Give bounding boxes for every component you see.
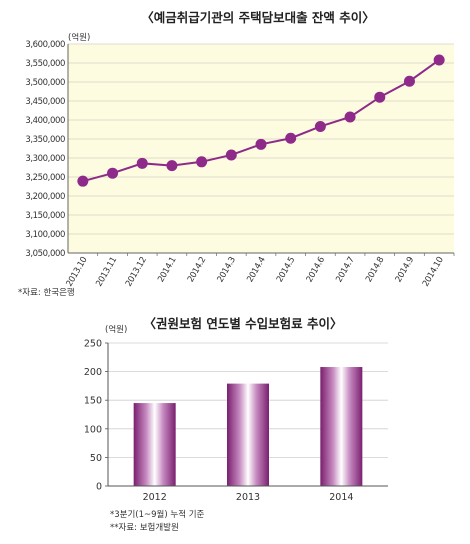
line-gridlines [68,43,454,254]
line-point [403,75,415,87]
line-chart: 〈예금취급기관의 주택담보대출 잔액 추이〉 (억원) 3,600,000 3,5… [18,10,455,298]
line-chart-title: 〈예금취급기관의 주택담보대출 잔액 추이〉 [141,10,375,25]
bar [227,383,269,486]
line-point [166,160,178,172]
line-point [225,149,237,161]
line-x-tick-label: 2014.3 [216,255,238,284]
line-x-axis: 2013.10 2013.11 2013.12 2014.1 2014.2 2014.3 2… [65,253,455,289]
line-point [285,132,297,144]
line-point [107,167,119,179]
line-point [433,54,445,66]
bar-y-tick-label: 50 [90,453,102,464]
line-point [314,120,326,132]
bar-y-tick-label: 0 [96,482,102,493]
bar-chart-title: 〈권원보험 연도별 수입보험료 추이〉 [143,316,342,331]
bar-chart-note-source: **자료: 보험개발원 [110,522,179,533]
line-y-tick-label: 3,150,000 [25,211,65,221]
line-points [77,54,445,187]
line-y-tick-label: 3,300,000 [25,154,65,164]
bar-x-tick-label: 2012 [143,492,167,503]
line-x-tick-label: 2013.11 [94,256,119,289]
bar-chart-note-period: *3분기(1~9월) 누적 기준 [110,509,205,520]
line-x-tick-label: 2014.5 [275,256,297,285]
line-x-tick-label: 2014.10 [421,256,446,289]
line-y-tick-label: 3,400,000 [25,116,65,126]
bar-chart-unit: (억원) [105,324,127,335]
bar-y-tick-label: 200 [84,367,102,378]
line-x-tick-label: 2014.6 [305,256,327,285]
line-y-tick-label: 3,250,000 [25,173,65,183]
line-x-tick-label: 2013.12 [124,256,149,289]
bar-x-tick-label: 2013 [236,492,260,503]
line-x-tick-label: 2014.2 [186,256,208,285]
line-x-tick-label: 2014.1 [156,256,178,285]
line-point [196,156,208,168]
line-point [374,91,386,103]
bar-y-tick-label: 250 [84,339,102,350]
bar [320,367,363,486]
line-point [344,111,356,123]
bar-x-axis: 2012 2013 2014 [143,492,354,503]
line-x-tick-label: 2014.4 [245,256,267,285]
bar-y-tick-label: 150 [84,396,102,407]
bar-series [133,367,363,486]
line-x-tick-label: 2014.7 [334,256,356,285]
line-y-tick-label: 3,200,000 [25,192,65,202]
line-chart-unit: (억원) [68,32,90,43]
line-x-tick-label: 2013.10 [65,256,90,289]
line-y-tick-label: 3,550,000 [25,59,65,69]
line-y-tick-label: 3,100,000 [25,230,65,240]
line-y-axis: 3,600,000 3,550,000 3,500,000 3,450,000 3,40… [25,40,65,259]
line-x-tick-label: 2014.9 [394,256,416,285]
line-point [77,175,89,187]
line-y-tick-label: 3,050,000 [25,249,65,259]
line-y-tick-label: 3,600,000 [25,40,65,50]
line-y-tick-label: 3,450,000 [25,97,65,107]
line-point [255,138,267,150]
bar-y-axis: 250 200 150 100 50 0 [84,339,108,493]
bar [133,403,176,486]
bar-y-tick-label: 100 [84,424,102,435]
line-y-tick-label: 3,500,000 [25,78,65,88]
line-chart-source: *자료: 한국은행 [18,287,75,298]
line-x-tick-label: 2014.8 [364,256,386,285]
line-point [136,157,148,169]
line-y-tick-label: 3,350,000 [25,135,65,145]
bar-chart: 〈권원보험 연도별 수입보험료 추이〉 (억원) 250 200 150 100 50 0… [84,316,388,533]
bar-x-tick-label: 2014 [329,492,353,503]
